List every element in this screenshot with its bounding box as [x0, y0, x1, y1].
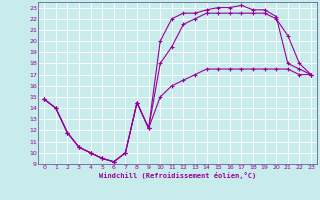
X-axis label: Windchill (Refroidissement éolien,°C): Windchill (Refroidissement éolien,°C) — [99, 172, 256, 179]
